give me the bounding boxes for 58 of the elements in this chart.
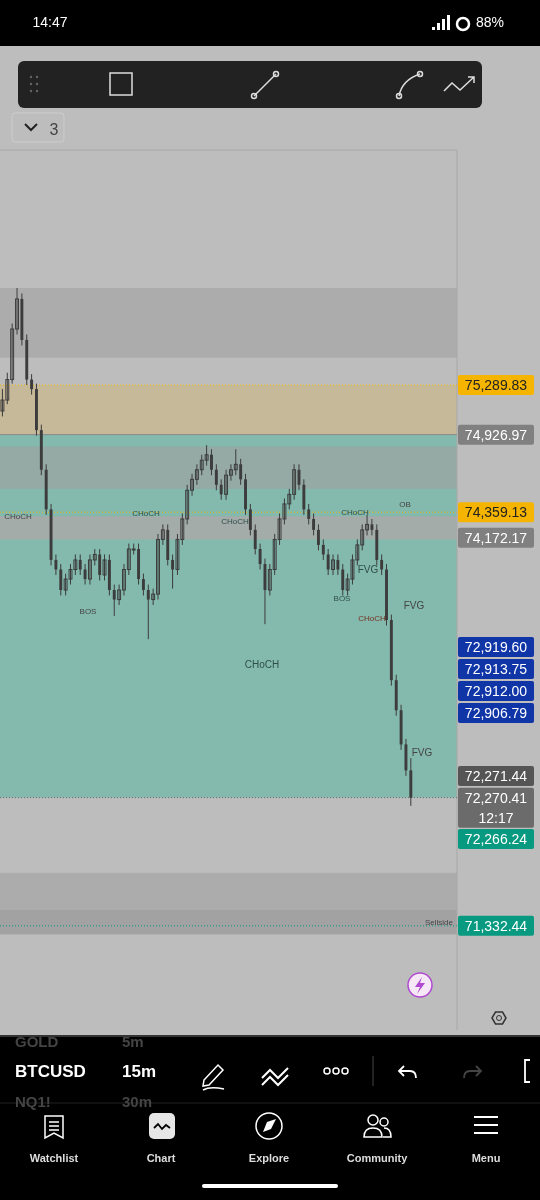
candlestick [331,553,335,576]
text: 72,271.44 [464,768,528,784]
annotation: CHoCH [221,517,249,526]
text: Chart [146,1152,176,1164]
candlestick [54,553,58,576]
annotation: CHoCH [244,659,280,670]
candlestick [312,512,316,536]
candlestick [307,503,311,525]
text: Menu [471,1152,501,1164]
candlestick [224,469,229,501]
candlestick [214,463,218,491]
text: Community [346,1152,409,1164]
candlestick [78,553,82,576]
text: Explore [248,1152,290,1164]
text: BTCUSD [15,1062,86,1081]
text: 5m [122,1033,144,1050]
ref-line-label: 74,359.13 [464,504,528,521]
ref-line-label: 71,332.44 [464,917,528,934]
text: 3 [49,121,59,138]
annotation: OB [399,500,411,509]
text: NQ1! [15,1093,51,1110]
candlestick [321,538,325,561]
text: 72,906.79 [464,705,528,721]
candlestick [341,563,345,596]
text: 88% [475,14,505,30]
candlestick [380,553,384,576]
ref-line-label: 72,270.41 12:17 [464,789,528,826]
candlestick [253,523,257,555]
annotation: CHoCH [341,508,369,517]
band-label: Sellside [424,918,454,928]
candlestick [30,373,34,396]
y-tick-label: 74,926.97 [464,426,528,443]
text: 72,919.60 [464,639,528,655]
annotation: FVG [411,747,433,758]
candlestick [141,573,145,596]
candlestick [204,444,209,467]
text: 72,912.00 [464,683,528,699]
candlestick [59,563,63,596]
candlestick [316,523,320,551]
annotation: FVG [357,564,379,575]
y-tick-label: 74,172.17 [464,529,528,546]
annotation: BOS [333,594,351,603]
text: GOLD [15,1033,59,1050]
text: 72,266.24 [464,831,528,847]
text: Watchlist [29,1152,79,1164]
ref-line-label: 75,289.83 [464,377,528,394]
candlestick [233,448,238,476]
annotation: FVG [403,600,425,611]
text: 15m [122,1062,157,1081]
text: 72,913.75 [464,661,528,677]
text: 14:47 [32,14,68,30]
annotation: BOS [79,607,97,616]
annotation: CHoCH [358,614,386,623]
annotation: CHoCH [4,512,32,521]
annotation: CHoCH [132,509,160,518]
candlestick [258,543,262,570]
candlestick [248,503,252,536]
text: 30m [122,1093,153,1110]
